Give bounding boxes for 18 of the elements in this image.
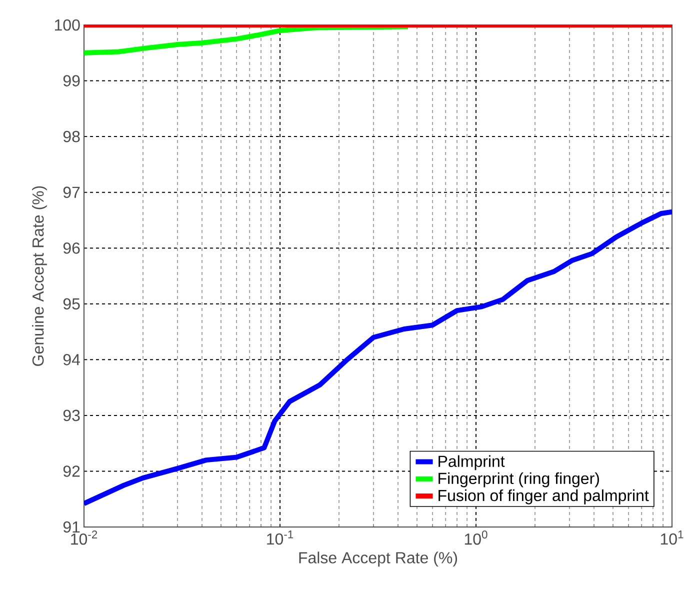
- y-tick-label: 100: [54, 19, 80, 31]
- x-axis-title: False Accept Rate (%): [299, 552, 457, 567]
- legend-label: Fingerprint (ring finger): [438, 472, 599, 488]
- y-tick-label: 91: [63, 521, 80, 533]
- x-tick-label: 10$^{1}$: [660, 530, 684, 545]
- legend-label: Fusion of finger and palmprint: [438, 489, 649, 504]
- legend-label: Palmprint: [438, 455, 505, 470]
- y-tick-label: 99: [63, 75, 80, 86]
- x-tick-label: 10$^{0}$: [464, 530, 488, 545]
- y-tick-label: 92: [63, 466, 80, 477]
- y-tick-label: 96: [63, 242, 80, 254]
- y-tick-label: 94: [63, 354, 80, 366]
- y-axis-title: Genuine Accept Rate (%): [32, 186, 47, 366]
- y-tick-label: 95: [63, 298, 80, 310]
- y-tick-label: 97: [63, 186, 80, 198]
- y-tick-label: 98: [63, 130, 80, 142]
- y-tick-label: 93: [63, 410, 80, 422]
- x-tick-label: 10$^{-1}$: [267, 530, 294, 545]
